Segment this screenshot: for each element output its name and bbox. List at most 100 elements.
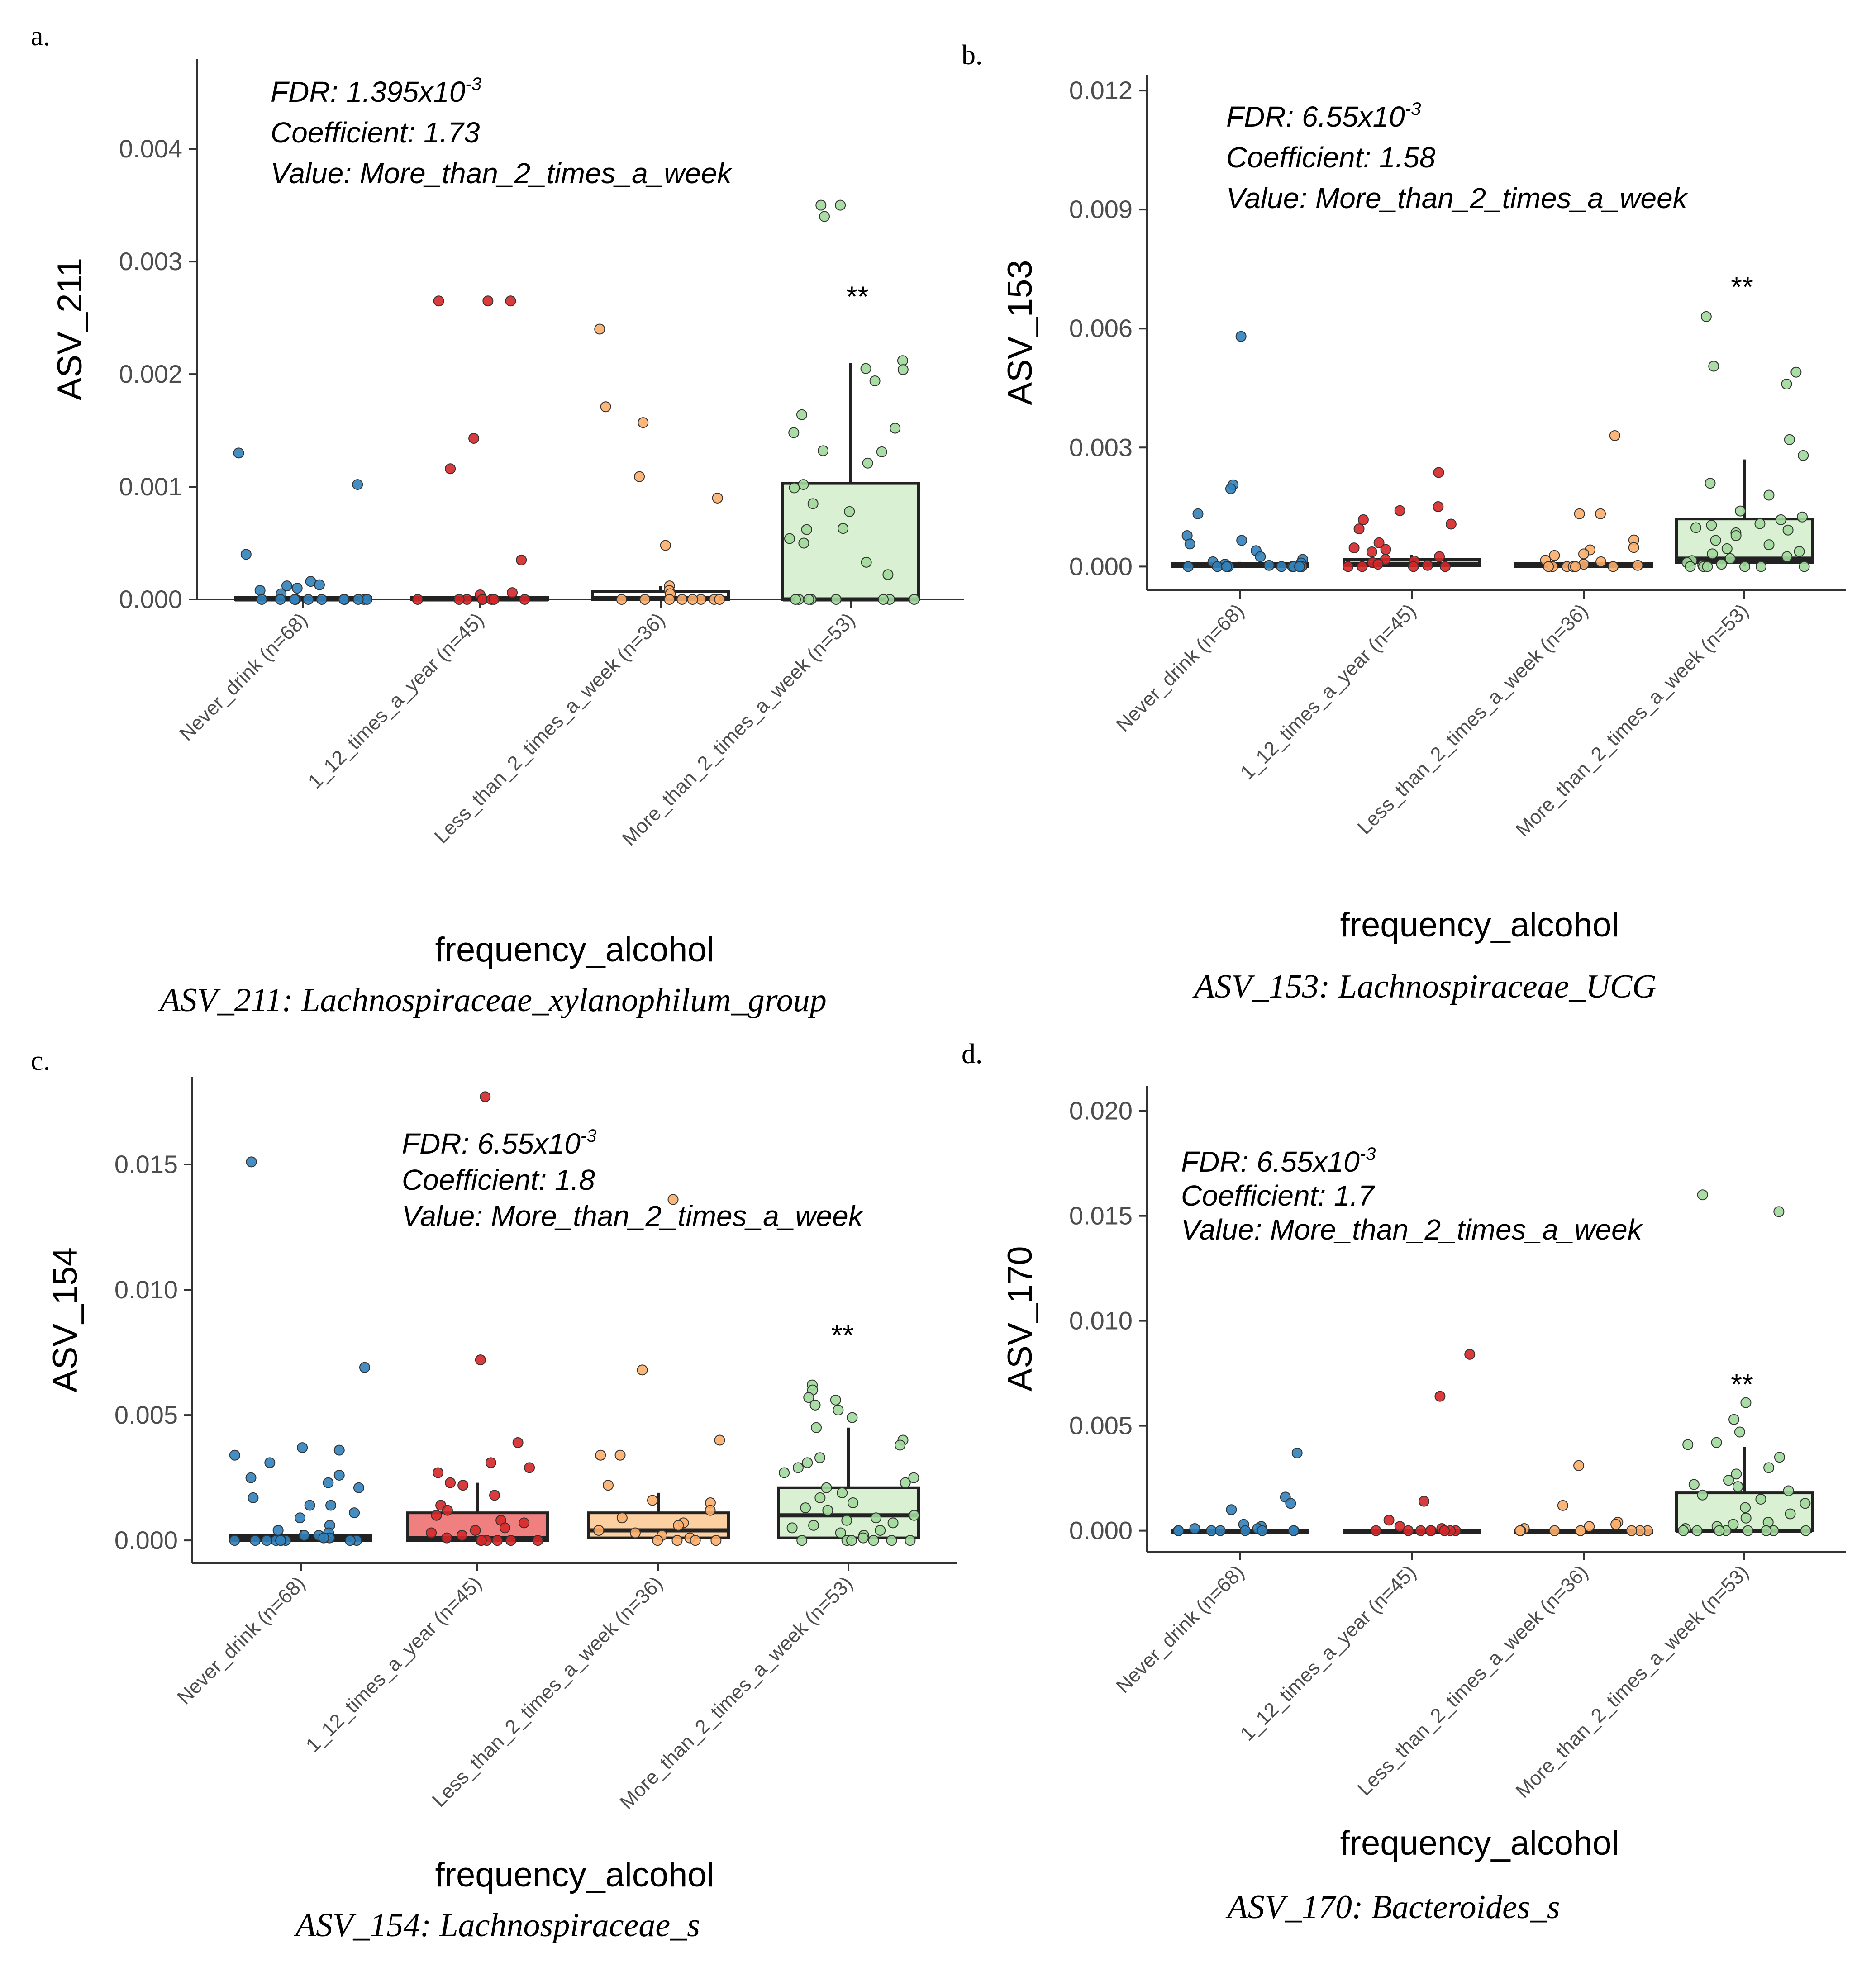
data-point (1425, 1525, 1437, 1536)
data-point (784, 533, 795, 544)
data-point (835, 1527, 846, 1539)
data-point (240, 549, 252, 560)
figure-caption: ASV_153: Lachnospiraceae_UCG (1192, 968, 1656, 1005)
data-point (1781, 551, 1793, 562)
y-tick-label: 0.005 (114, 1401, 178, 1429)
data-point (705, 1505, 716, 1516)
data-point (445, 1477, 456, 1488)
data-point (456, 1530, 467, 1541)
data-point (789, 482, 800, 494)
data-point (798, 537, 809, 549)
data-point (895, 1439, 906, 1451)
data-point (908, 1472, 919, 1483)
data-point (1557, 1500, 1568, 1511)
data-point (359, 1362, 370, 1373)
data-point (412, 594, 424, 605)
data-point (445, 463, 456, 475)
data-point (1700, 311, 1712, 322)
data-point (488, 594, 500, 605)
data-point (1784, 434, 1795, 445)
data-point (477, 594, 488, 605)
data-point (807, 498, 819, 509)
data-point (690, 1535, 701, 1546)
data-point (1755, 1494, 1766, 1505)
data-point (1439, 1525, 1450, 1536)
data-point (1263, 560, 1275, 571)
data-point (637, 1364, 648, 1376)
data-point (323, 1477, 334, 1488)
data-point (1707, 548, 1718, 560)
data-point (1706, 520, 1717, 531)
data-point (1691, 1525, 1703, 1536)
data-point (1403, 1525, 1414, 1536)
x-category-label: 1_12_times_a_year (n=45) (1236, 599, 1420, 784)
data-point (897, 355, 908, 366)
figure-caption: ASV_170: Bacteroides_s (1225, 1889, 1560, 1926)
data-point (594, 323, 605, 335)
data-point (1357, 514, 1369, 525)
data-point (1595, 556, 1607, 567)
data-point (229, 1449, 240, 1461)
data-point (1357, 561, 1368, 572)
data-point (593, 1525, 605, 1536)
data-point (457, 1480, 469, 1491)
data-point (1728, 1414, 1740, 1425)
data-point (664, 594, 675, 605)
data-point (1285, 1498, 1296, 1509)
data-point (433, 295, 444, 307)
data-point (1206, 1525, 1217, 1536)
data-point (512, 1437, 524, 1449)
y-tick-label: 0.015 (114, 1150, 178, 1178)
data-point (803, 1392, 814, 1403)
data-point (505, 1535, 516, 1546)
data-point (281, 580, 293, 592)
x-category-label: Never_drink (n=68) (1112, 1561, 1248, 1697)
data-point (304, 1500, 315, 1511)
data-point (476, 1535, 487, 1546)
x-category-label: Never_drink (n=68) (175, 608, 312, 745)
data-point (507, 587, 518, 598)
data-point (1790, 366, 1802, 378)
data-point (638, 417, 649, 428)
data-point (297, 1442, 308, 1454)
data-point (830, 594, 842, 605)
data-point (1439, 561, 1451, 572)
data-point (1714, 1525, 1725, 1536)
y-axis-title: ASV_154 (46, 1247, 85, 1392)
x-axis-title: frequency_alcohol (435, 931, 714, 969)
data-point (905, 1535, 916, 1546)
data-point (1781, 379, 1792, 390)
data-point (878, 594, 889, 605)
data-point (1711, 1437, 1722, 1448)
data-point (837, 1487, 848, 1498)
data-point (814, 1492, 826, 1503)
data-point (846, 1535, 857, 1546)
data-point (1415, 1525, 1426, 1536)
data-point (614, 1449, 626, 1461)
y-tick-label: 0.000 (114, 1526, 178, 1554)
data-point (803, 594, 814, 605)
data-point (673, 1520, 684, 1531)
annotation-value: Value: More_than_2_times_a_week (271, 157, 733, 190)
data-point (1688, 1479, 1700, 1490)
panel-label: b. (962, 40, 983, 71)
data-point (333, 1444, 345, 1456)
annotation-coefficient: Coefficient: 1.58 (1226, 141, 1436, 174)
data-point (876, 446, 887, 457)
data-point (1800, 1525, 1811, 1536)
data-point (325, 1500, 337, 1511)
x-category-label: Never_drink (n=68) (173, 1572, 309, 1709)
box-iqr (777, 1486, 920, 1539)
data-point (275, 1535, 286, 1546)
data-point (1291, 1447, 1303, 1458)
data-point (248, 1492, 259, 1503)
data-point (254, 585, 266, 596)
data-point (441, 1532, 452, 1544)
annotation-fdr: FDR: 6.55x10-3 (1181, 1144, 1376, 1178)
data-point (1418, 1496, 1429, 1507)
data-point (1549, 1525, 1560, 1536)
annotation-coefficient: Coefficient: 1.8 (402, 1164, 595, 1196)
data-point (519, 594, 530, 605)
data-point (338, 594, 350, 605)
data-point (818, 445, 829, 456)
